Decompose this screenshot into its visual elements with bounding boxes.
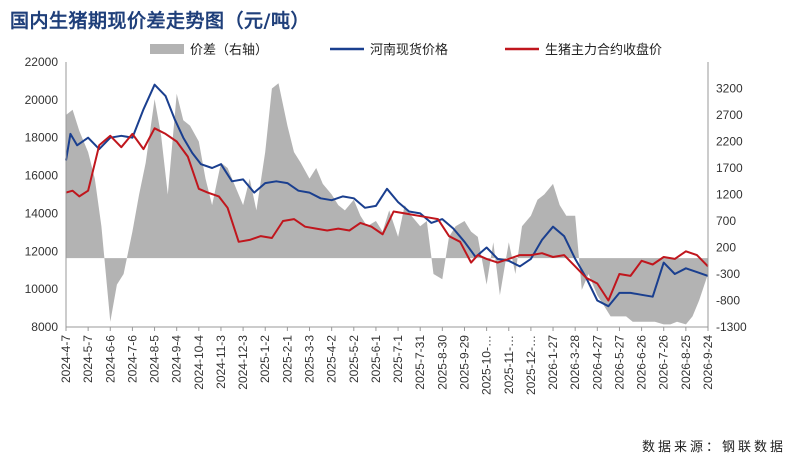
right-tick-label: 2700 [716, 108, 743, 122]
left-tick-label: 10000 [25, 282, 59, 296]
x-tick-label: 2024-12-3 [236, 335, 250, 390]
x-tick-label: 2025-4-2 [325, 335, 339, 383]
x-tick-label: 2025-9-29 [457, 335, 471, 390]
plot-area [65, 83, 709, 325]
x-tick-label: 2024-4-7 [59, 335, 73, 383]
x-tick-label: 2026-7-26 [657, 335, 671, 390]
x-tick-label: 2025-1-2 [258, 335, 272, 383]
right-tick-label: 2200 [716, 135, 743, 149]
spread-area [66, 83, 708, 325]
x-tick-label: 2026-1-27 [546, 335, 560, 390]
right-tick-label: 700 [716, 214, 736, 228]
x-tick-label: 2025-8-30 [435, 335, 449, 390]
right-tick-label: 1200 [716, 188, 743, 202]
x-tick-label: 2026-9-24 [701, 335, 715, 390]
data-source-note: 数据来源：钢联数据 [641, 440, 786, 455]
right-tick-label: 3200 [716, 82, 743, 96]
x-tick-label: 2025-10-… [480, 335, 494, 395]
x-tick-label: 2024-11-3 [214, 335, 228, 389]
left-tick-label: 14000 [25, 206, 59, 220]
x-tick-label: 2026-3-28 [568, 335, 582, 390]
left-tick-label: 8000 [31, 320, 58, 334]
x-tick-label: 2024-7-6 [125, 335, 139, 383]
left-tick-label: 22000 [25, 55, 59, 69]
legend-label: 价差（右轴） [190, 43, 268, 58]
legend-swatch-spread [150, 44, 184, 54]
x-tick-label: 2025-11-… [502, 335, 516, 394]
x-tick-label: 2026-5-27 [612, 335, 626, 390]
x-tick-label: 2024-8-5 [148, 335, 162, 383]
legend-label: 生猪主力合约收盘价 [545, 42, 662, 58]
x-tick-label: 2024-10-4 [192, 335, 206, 390]
x-tick-label: 2025-3-3 [303, 335, 317, 383]
x-tick-label: 2024-6-6 [103, 335, 117, 383]
right-tick-label: 1700 [716, 161, 743, 175]
chart-legend: 价差（右轴） 河南现货价格 生猪主力合约收盘价 [150, 42, 662, 58]
x-tick-label: 2025-7-1 [391, 335, 405, 383]
futures-price-line [65, 127, 709, 302]
x-tick-label: 2025-6-1 [369, 335, 383, 383]
x-tick-label: 2025-2-1 [280, 335, 294, 383]
left-tick-label: 16000 [25, 169, 59, 183]
x-tick-label: 2025-12-… [524, 335, 538, 395]
chart-title: 国内生猪期现价差走势图（元/吨） [10, 10, 310, 32]
x-tick-label: 2025-7-31 [413, 335, 427, 390]
x-tick-label: 2025-5-2 [347, 335, 361, 383]
left-tick-label: 18000 [25, 131, 59, 145]
x-tick-label: 2026-4-27 [590, 335, 604, 390]
right-tick-label: -800 [716, 294, 740, 308]
right-tick-label: -1300 [716, 320, 747, 334]
legend-label: 河南现货价格 [370, 42, 448, 58]
x-tick-label: 2026-8-25 [679, 335, 693, 390]
x-tick-label: 2024-9-4 [170, 335, 184, 383]
right-tick-label: 200 [716, 241, 736, 255]
x-tick-label: 2024-5-7 [81, 335, 95, 383]
left-tick-label: 12000 [25, 244, 59, 258]
right-tick-label: -300 [716, 267, 740, 281]
spot-price-line [65, 83, 709, 308]
x-tick-label: 2026-6-26 [635, 335, 649, 390]
left-tick-label: 20000 [25, 93, 59, 107]
chart-axes: 8000 10000 12000 14000 16000 18000 20000 22000 -… [25, 55, 747, 395]
